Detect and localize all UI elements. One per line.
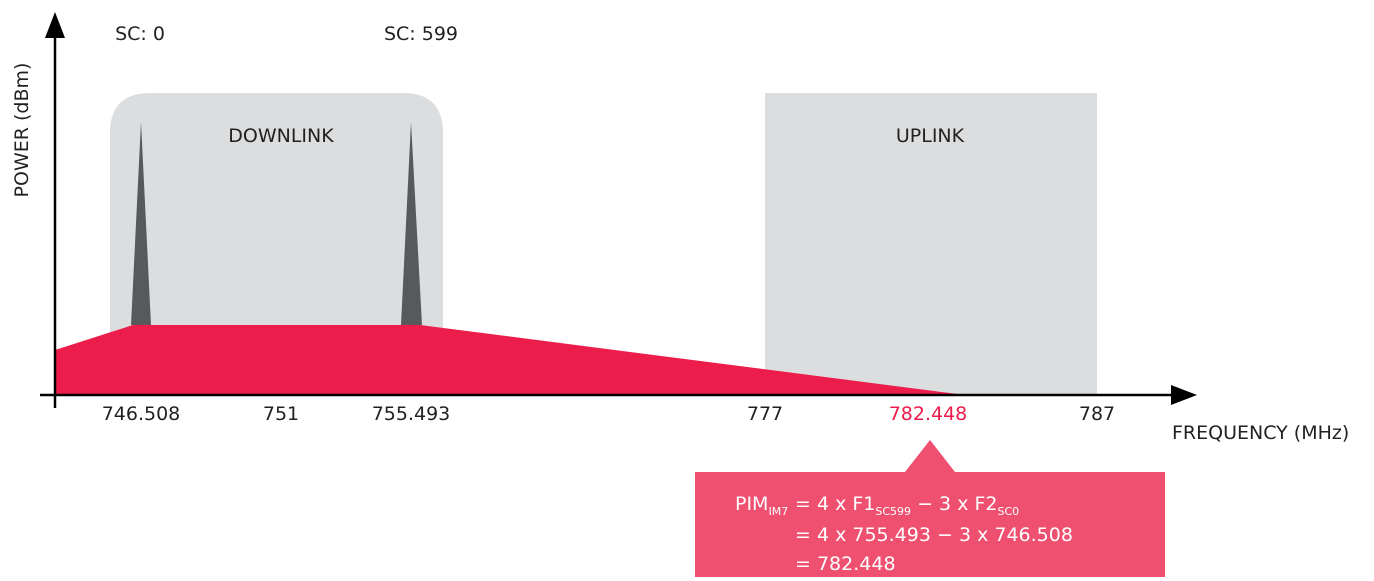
x-tick-label: 746.508: [102, 403, 181, 425]
x-axis-label: FREQUENCY (MHz): [1172, 422, 1349, 444]
formula-line: = 4 x 755.493 − 3 x 746.508: [795, 524, 1073, 546]
formula-line: = 4 x F1SC599 − 3 x F2SC0: [795, 493, 1019, 518]
uplink-band: [765, 93, 1097, 395]
carrier-spike: [131, 122, 151, 325]
x-tick-label: 777: [747, 403, 783, 425]
pim: PIM: [735, 493, 768, 515]
formula-line: = 782.448: [795, 553, 896, 575]
carrier-label: SC: 599: [384, 23, 458, 45]
x-tick-label: 787: [1079, 403, 1115, 425]
band-label: UPLINK: [896, 125, 965, 147]
formula-lhs: PIMIM7: [735, 493, 788, 518]
term-sub: SC0: [998, 505, 1020, 518]
downlink-band: [110, 93, 443, 395]
carrier-label: SC: 0: [115, 23, 165, 45]
x-arrow: [1171, 385, 1197, 405]
carrier-spike: [401, 122, 422, 325]
x-tick-label: 782.448: [889, 403, 968, 425]
formula-box: [695, 440, 1165, 577]
y-axis-label: POWER (dBm): [11, 63, 33, 198]
y-arrow: [45, 12, 65, 38]
band-label: DOWNLINK: [228, 125, 334, 147]
pim-spectrum: [55, 325, 965, 395]
pim-sub: IM7: [768, 505, 788, 518]
term: = 4 x F1: [795, 493, 875, 515]
x-tick-label: 751: [263, 403, 299, 425]
x-tick-label: 755.493: [372, 403, 451, 425]
term: − 3 x F2: [911, 493, 997, 515]
term-sub: SC599: [875, 505, 911, 518]
